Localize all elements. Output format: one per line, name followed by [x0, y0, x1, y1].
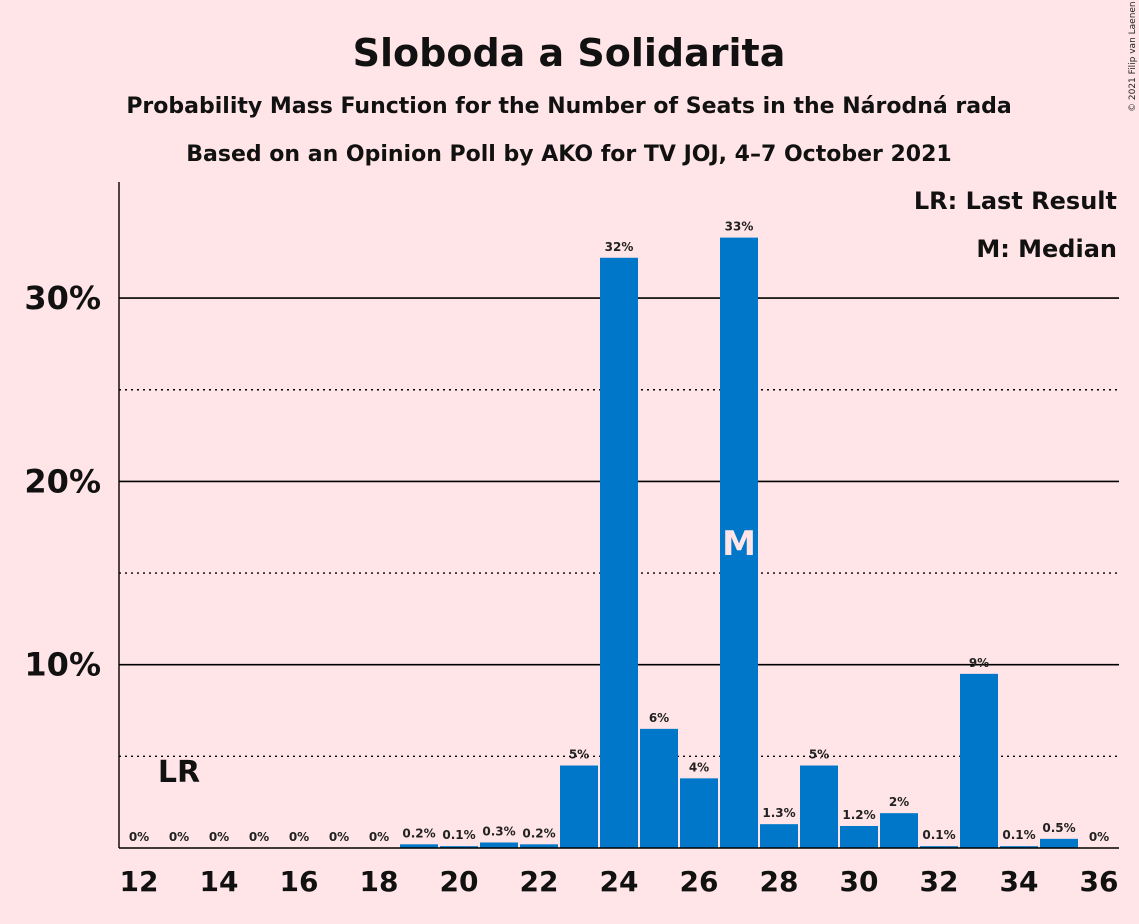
- data-label-seat-24: 32%: [605, 240, 634, 254]
- bars: [400, 237, 1078, 849]
- data-label-seat-18: 0%: [369, 830, 389, 844]
- bar-seat-26: [680, 778, 718, 848]
- data-label-seat-20: 0.1%: [442, 828, 475, 842]
- x-tick-label: 22: [520, 865, 559, 898]
- bar-seat-33: [960, 673, 998, 848]
- copyright-text: © 2021 Filip van Laenen: [1128, 1, 1138, 112]
- bar-seat-23: [560, 765, 598, 848]
- bar-seat-19: [400, 844, 438, 848]
- data-label-seat-23: 5%: [569, 748, 589, 762]
- x-axis-ticks: 12 14 16 18 20 22 24 26 28 30 32 34 36: [120, 865, 1119, 898]
- data-label-seat-19: 0.2%: [402, 826, 435, 840]
- markers: LR M: [158, 524, 756, 790]
- bar-seat-29: [800, 765, 838, 848]
- y-axis-ticks: 10% 20% 30%: [24, 279, 101, 684]
- legend-median: M: Median: [976, 235, 1117, 263]
- bar-seat-34: [1000, 846, 1038, 848]
- x-tick-label: 20: [440, 865, 479, 898]
- x-tick-label: 18: [360, 865, 399, 898]
- x-tick-label: 26: [680, 865, 719, 898]
- bar-seat-22: [520, 844, 558, 848]
- x-tick-label: 34: [1000, 865, 1039, 898]
- x-tick-label: 12: [120, 865, 159, 898]
- bar-seat-31: [880, 813, 918, 848]
- data-label-seat-31: 2%: [889, 795, 909, 809]
- bar-seat-28: [760, 824, 798, 848]
- data-label-seat-12: 0%: [129, 830, 149, 844]
- data-label-seat-30: 1.2%: [842, 808, 875, 822]
- data-label-seat-25: 6%: [649, 711, 669, 725]
- data-label-seat-17: 0%: [329, 830, 349, 844]
- data-label-seat-27: 33%: [725, 220, 754, 234]
- bar-seat-27: [720, 237, 758, 849]
- x-tick-label: 16: [280, 865, 319, 898]
- data-label-seat-13: 0%: [169, 830, 189, 844]
- x-tick-label: 24: [600, 865, 639, 898]
- x-tick-label: 32: [920, 865, 959, 898]
- data-label-seat-14: 0%: [209, 830, 229, 844]
- data-label-seat-33: 9%: [969, 656, 989, 670]
- bar-seat-21: [480, 842, 518, 848]
- data-labels: 0% 0% 0% 0% 0% 0% 0% 0.2% 0.1% 0.3% 0.2% 5% 32% 6% 4% 3…: [129, 220, 1109, 844]
- data-label-seat-35: 0.5%: [1042, 821, 1075, 835]
- bar-seat-32: [920, 846, 958, 848]
- chart-subtitle: Probability Mass Function for the Number…: [126, 94, 1011, 119]
- x-tick-label: 30: [840, 865, 879, 898]
- data-label-seat-26: 4%: [689, 760, 709, 774]
- data-label-seat-22: 0.2%: [522, 826, 555, 840]
- y-tick-label: 20%: [24, 462, 101, 500]
- legend-last-result: LR: Last Result: [914, 187, 1117, 215]
- bar-seat-30: [840, 826, 878, 848]
- x-tick-label: 36: [1080, 865, 1119, 898]
- data-label-seat-21: 0.3%: [482, 825, 515, 839]
- data-label-seat-32: 0.1%: [922, 828, 955, 842]
- bar-seat-24: [600, 257, 638, 848]
- median-marker: M: [722, 524, 756, 564]
- y-tick-label: 10%: [24, 646, 101, 684]
- y-tick-label: 30%: [24, 279, 101, 317]
- data-label-seat-34: 0.1%: [1002, 828, 1035, 842]
- data-label-seat-15: 0%: [249, 830, 269, 844]
- chart-subtitle-2: Based on an Opinion Poll by AKO for TV J…: [186, 142, 951, 167]
- x-tick-label: 28: [760, 865, 799, 898]
- x-tick-label: 14: [200, 865, 239, 898]
- data-label-seat-16: 0%: [289, 830, 309, 844]
- bar-seat-35: [1040, 838, 1078, 848]
- chart-title: Sloboda a Solidarita: [353, 31, 786, 75]
- data-label-seat-36: 0%: [1089, 830, 1109, 844]
- data-label-seat-28: 1.3%: [762, 806, 795, 820]
- bar-seat-25: [640, 728, 678, 848]
- bar-seat-20: [440, 846, 478, 848]
- data-label-seat-29: 5%: [809, 748, 829, 762]
- last-result-marker: LR: [158, 755, 200, 790]
